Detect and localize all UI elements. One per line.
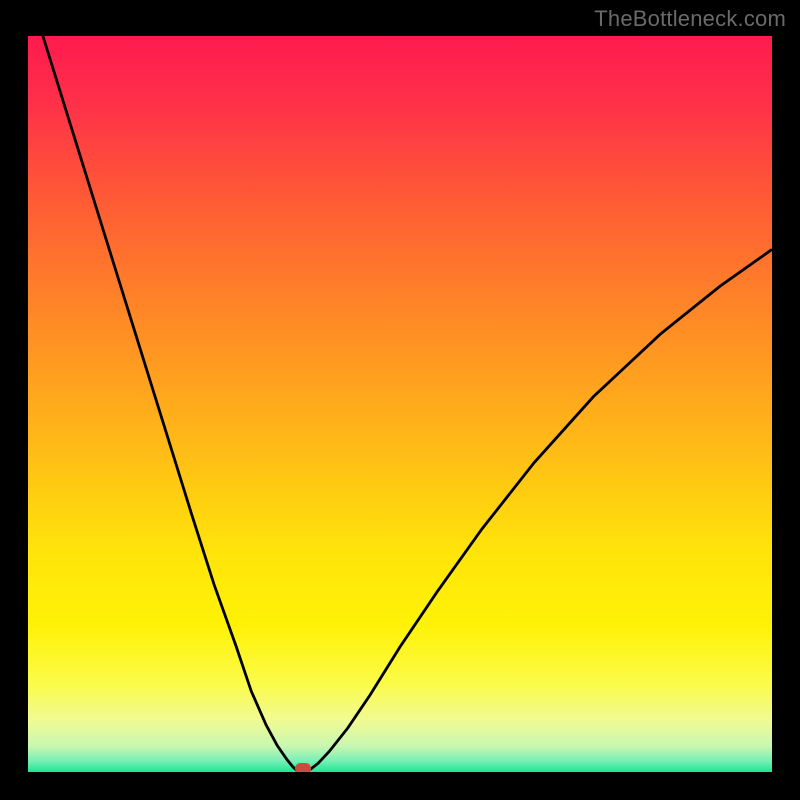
curve-layer [28, 36, 772, 772]
min-marker [295, 763, 311, 772]
watermark-text: TheBottleneck.com [594, 6, 786, 32]
curve-left [43, 36, 299, 771]
curve-right [306, 249, 772, 771]
plot-area [28, 36, 772, 772]
